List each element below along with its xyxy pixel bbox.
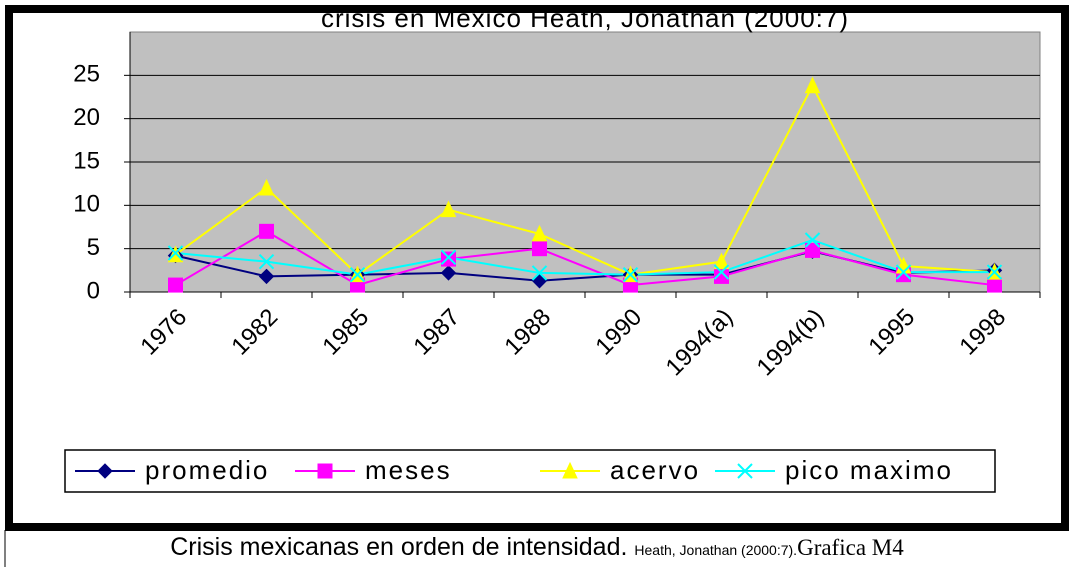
data-point	[805, 242, 820, 258]
legend-label: acervo	[610, 455, 700, 485]
data-point	[622, 266, 639, 283]
caption-text: Crisis mexicanas en orden de intensidad.	[170, 533, 628, 561]
data-point	[259, 223, 274, 239]
y-tick-label: 0	[87, 277, 100, 304]
data-point	[987, 277, 1002, 293]
data-point	[441, 251, 456, 267]
data-point	[804, 232, 821, 248]
y-tick-label: 15	[73, 147, 100, 174]
data-point	[168, 277, 183, 293]
legend-box	[64, 449, 996, 493]
data-point	[986, 264, 1003, 280]
data-point	[713, 252, 730, 270]
data-point	[167, 245, 184, 261]
caption-figure: Grafica M4	[797, 535, 904, 560]
y-tick-label: 20	[73, 104, 100, 131]
data-point	[440, 200, 457, 218]
data-point	[531, 265, 548, 281]
data-point	[440, 249, 457, 266]
data-point	[714, 268, 729, 284]
data-point	[258, 268, 275, 285]
series-line	[174, 230, 995, 287]
legend-marker	[97, 463, 113, 479]
legend-marker	[562, 461, 578, 479]
series-line	[174, 83, 995, 276]
data-point	[349, 266, 366, 283]
caption: Crisis mexicanas en orden de intensidad.…	[0, 533, 1074, 562]
y-tick-label: 5	[87, 234, 100, 261]
legend-label: pico maximo	[785, 455, 953, 485]
legend-marker	[317, 463, 333, 479]
chart-title: crisis en México Heath, Jonathan (2000:7…	[321, 3, 849, 33]
data-point	[531, 224, 548, 242]
data-point	[258, 178, 275, 196]
series-line	[175, 238, 995, 276]
legend-marker	[737, 463, 753, 479]
y-tick-label: 10	[73, 191, 100, 218]
data-point	[895, 264, 912, 280]
data-point	[258, 253, 275, 270]
data-point	[804, 76, 821, 94]
y-tick-label: 25	[73, 61, 100, 88]
legend-label: promedio	[145, 455, 269, 485]
caption-source: Heath, Jonathan (2000:7).	[634, 542, 798, 558]
data-point	[440, 265, 457, 281]
data-point	[713, 264, 730, 280]
legend-label: meses	[365, 455, 452, 485]
data-point	[532, 241, 547, 257]
